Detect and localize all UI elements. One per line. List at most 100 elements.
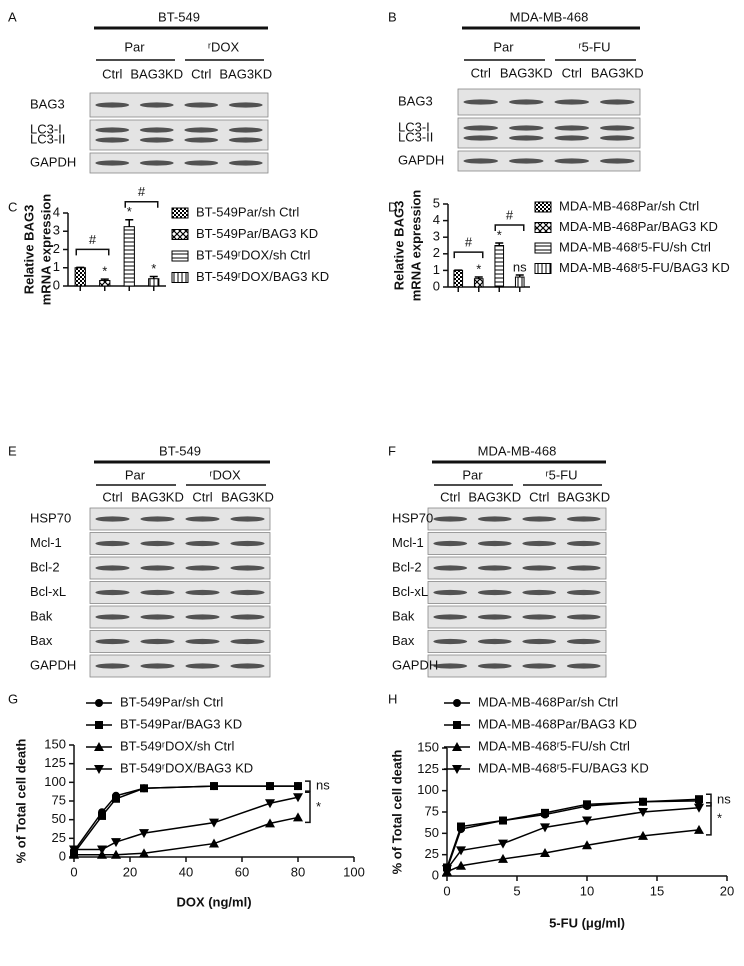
error-bar: [100, 278, 109, 281]
marker: [583, 800, 591, 809]
bracket: [706, 793, 712, 807]
panel-letter: B: [388, 9, 397, 24]
group-label: Par: [124, 39, 145, 54]
band: [522, 565, 557, 571]
lane-label: Ctrl: [102, 489, 122, 504]
band: [228, 137, 263, 143]
marker: [111, 838, 121, 848]
error-bar: [515, 274, 524, 278]
blot-strip: [427, 581, 607, 604]
marker: [540, 847, 550, 857]
lane-label: Ctrl: [191, 66, 211, 81]
legend-marker: [94, 765, 104, 774]
band: [185, 589, 220, 596]
marker: [498, 853, 508, 863]
y-tick-label: 25: [52, 830, 66, 845]
y-tick-label: 25: [425, 846, 439, 861]
band: [230, 589, 265, 596]
bracket-label: #: [138, 184, 146, 199]
band: [185, 540, 220, 547]
band: [508, 99, 544, 105]
y-tick-label: 150: [417, 739, 439, 754]
band: [463, 158, 499, 164]
row-label: Bcl-2: [392, 559, 422, 574]
band: [508, 135, 544, 141]
row-label: Bak: [30, 608, 53, 623]
bracket: [494, 224, 525, 232]
marker: [98, 811, 106, 820]
bar: [74, 267, 86, 287]
bar: [99, 280, 111, 287]
blot-strip: [89, 605, 271, 629]
row-label: BAG3: [398, 93, 433, 108]
y-tick-label: 2: [433, 245, 440, 260]
bar: [148, 278, 160, 287]
legend-marker: [453, 699, 461, 707]
lane-label: Ctrl: [192, 489, 212, 504]
group-label: ʳ5-FU: [545, 467, 577, 482]
bracket-label: *: [717, 810, 722, 825]
lane-label: BAG3KD: [557, 489, 610, 504]
row-label: Mcl-1: [30, 535, 62, 550]
band: [566, 663, 601, 669]
marker: [695, 795, 703, 804]
y-tick-label: 0: [432, 867, 439, 882]
marker: [442, 865, 452, 875]
significance-label: ns: [513, 259, 527, 274]
blot-title: MDA-MB-468: [478, 443, 557, 458]
band: [477, 589, 512, 596]
marker: [582, 816, 592, 826]
x-tick-label: 20: [123, 864, 137, 879]
bracket: [124, 201, 159, 208]
band: [433, 589, 468, 596]
band: [522, 540, 557, 547]
legend-marker: [452, 742, 462, 751]
band: [433, 663, 468, 669]
legend-marker: [95, 699, 103, 707]
y-tick-label: 150: [44, 736, 66, 751]
x-tick-label: 80: [291, 864, 305, 879]
band: [185, 565, 220, 571]
marker: [294, 782, 302, 791]
band: [599, 158, 635, 164]
band: [566, 589, 601, 596]
lane-label: BAG3KD: [131, 489, 184, 504]
row-label: GAPDH: [30, 154, 76, 169]
row-label: GAPDH: [392, 657, 438, 672]
band: [139, 137, 174, 143]
legend-swatch: [534, 263, 552, 274]
panel-letter: F: [388, 443, 396, 458]
row-label: Bcl-xL: [30, 584, 66, 599]
band: [140, 663, 175, 669]
band: [228, 102, 263, 108]
y-tick-label: 4: [433, 212, 440, 227]
band: [230, 565, 265, 571]
marker: [456, 860, 466, 870]
band: [228, 127, 263, 133]
y-tick-label: 0: [53, 277, 60, 292]
bracket-label: ns: [316, 778, 330, 793]
series-line: [74, 816, 299, 856]
marker: [293, 793, 303, 803]
band: [522, 516, 557, 522]
row-label: Bcl-xL: [392, 584, 428, 599]
legend-label: BT-549ʳDOX/sh Ctrl: [120, 738, 234, 753]
legend-label: MDA-MB-468ʳ5-FU/sh Ctrl: [559, 239, 711, 254]
error-bar: [495, 242, 504, 246]
band: [139, 102, 174, 108]
legend-marker: [453, 721, 461, 729]
x-tick-label: 0: [70, 864, 77, 879]
x-tick-label: 40: [179, 864, 193, 879]
band: [95, 638, 130, 645]
y-tick-label: 100: [417, 782, 439, 797]
legend-marker: [452, 765, 462, 774]
row-label: HSP70: [392, 510, 433, 525]
row-label: LC3-II: [398, 129, 433, 144]
blot-strip: [89, 556, 271, 580]
panel-letter: D: [388, 199, 397, 214]
band: [433, 516, 468, 522]
error-bar: [149, 275, 158, 279]
group-label: Par: [462, 467, 483, 482]
legend-swatch: [171, 229, 189, 240]
lane-label: Ctrl: [102, 66, 122, 81]
